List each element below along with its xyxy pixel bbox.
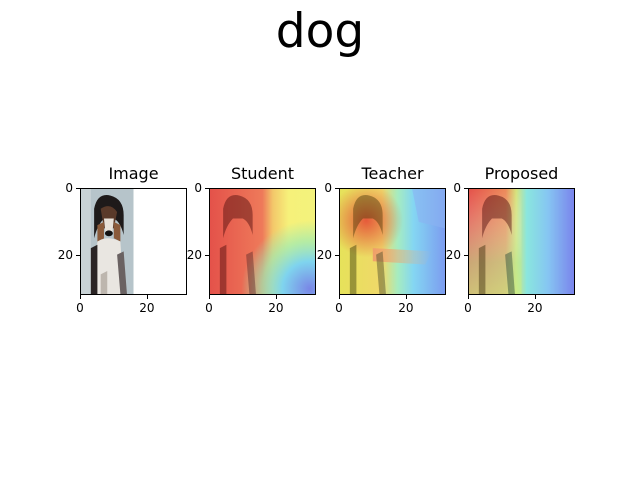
x-tick [146, 295, 148, 299]
y-tick [205, 188, 209, 189]
x-tick [209, 295, 210, 299]
x-tick-label: 20 [527, 301, 543, 315]
y-tick-label: 20 [57, 247, 73, 262]
x-tick-label: 0 [335, 301, 343, 315]
y-tick-label: 20 [316, 247, 332, 262]
y-tick [335, 188, 339, 189]
panel-student: Student [187, 164, 327, 324]
y-tick [76, 188, 80, 189]
panel-proposed: Proposed [446, 164, 586, 324]
x-tick-label: 20 [139, 301, 155, 315]
figure-title: dog [275, 4, 365, 59]
teacher-heatmap [339, 188, 446, 295]
y-tick-label: 0 [194, 181, 202, 195]
y-tick-label: 0 [65, 181, 73, 195]
y-tick-label: 0 [324, 181, 332, 195]
x-tick-label: 0 [205, 301, 213, 315]
y-tick [464, 188, 468, 189]
x-tick [339, 295, 340, 299]
y-tick [335, 254, 339, 256]
y-tick-label: 0 [453, 181, 461, 195]
panel-title-teacher: Teacher [361, 164, 424, 183]
panel-image: Image [58, 164, 198, 324]
y-tick [76, 254, 80, 256]
image-axes [80, 188, 187, 295]
y-tick-label: 20 [186, 247, 202, 262]
panel-teacher: Teacher [317, 164, 457, 324]
x-tick-label: 20 [268, 301, 284, 315]
x-tick [275, 295, 277, 299]
proposed-heatmap [468, 188, 575, 295]
y-tick [205, 254, 209, 256]
y-tick-label: 20 [445, 247, 461, 262]
dog-photo [81, 189, 134, 294]
x-tick-label: 20 [398, 301, 414, 315]
student-heatmap [209, 188, 316, 295]
x-tick-label: 0 [464, 301, 472, 315]
panel-title-image: Image [108, 164, 159, 183]
panel-title-proposed: Proposed [484, 164, 559, 183]
x-tick [534, 295, 536, 299]
x-tick [405, 295, 407, 299]
x-tick [80, 295, 81, 299]
panel-title-student: Student [231, 164, 294, 183]
y-tick [464, 254, 468, 256]
x-tick [468, 295, 469, 299]
x-tick-label: 0 [76, 301, 84, 315]
